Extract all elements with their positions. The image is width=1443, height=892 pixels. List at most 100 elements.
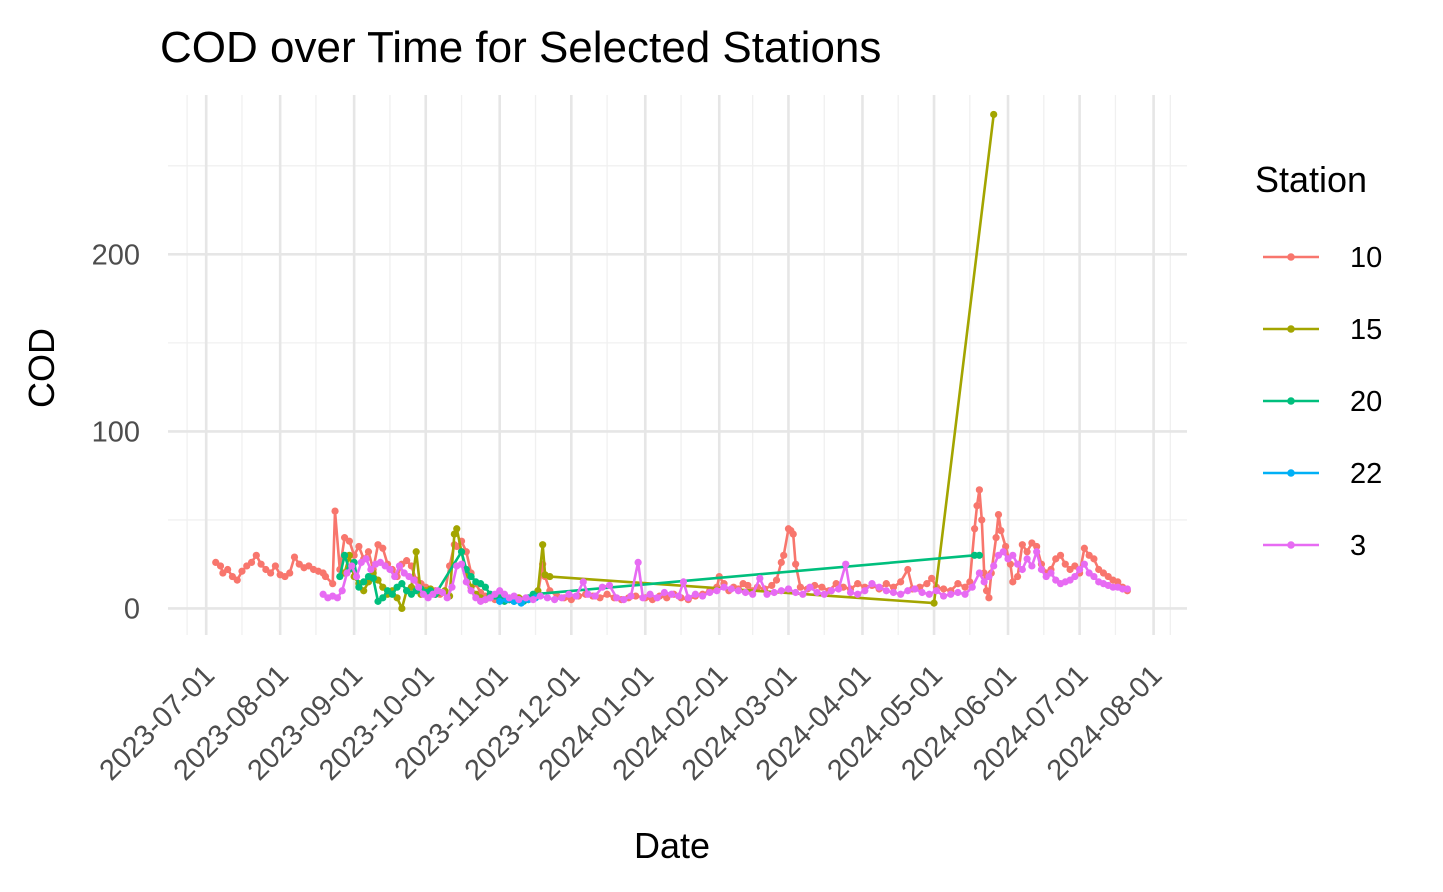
data-point (333, 594, 342, 602)
data-point (861, 587, 869, 595)
data-point (481, 583, 489, 591)
y-axis-tick-labels: 0 100 200 (92, 239, 140, 625)
data-point (975, 486, 983, 494)
data-point (1023, 555, 1031, 563)
data-point (882, 587, 890, 595)
data-point (386, 565, 394, 574)
data-point (928, 574, 936, 582)
data-point (233, 576, 241, 584)
data-point (646, 590, 654, 598)
data-point (930, 599, 938, 607)
data-point (336, 572, 344, 581)
data-point (768, 581, 776, 590)
data-point (224, 565, 232, 574)
data-point (620, 595, 628, 604)
data-point (252, 551, 260, 559)
data-point (546, 572, 554, 581)
data-point (820, 590, 828, 598)
data-point (536, 592, 544, 600)
y-tick-label: 100 (92, 416, 140, 448)
data-point (789, 530, 797, 538)
data-point (973, 502, 981, 510)
data-point (842, 560, 850, 568)
data-point (889, 583, 898, 591)
data-point (355, 542, 363, 551)
y-tick-label: 0 (124, 593, 140, 625)
data-point (961, 583, 969, 591)
data-point (868, 580, 876, 588)
data-point (932, 587, 941, 595)
legend-label: 22 (1350, 458, 1382, 490)
data-point (947, 590, 955, 598)
data-point (398, 604, 406, 613)
data-point (1013, 572, 1022, 581)
data-point (1080, 560, 1088, 568)
data-point (367, 565, 375, 574)
data-point (691, 590, 699, 598)
data-point (939, 592, 948, 600)
data-point (854, 590, 862, 598)
x-axis-tick-labels: 2023-07-012023-08-012023-09-012023-10-01… (94, 659, 1169, 787)
data-point (980, 578, 988, 586)
data-point (734, 587, 742, 595)
data-point (443, 594, 451, 602)
data-point (1018, 565, 1026, 574)
data-point (627, 592, 635, 600)
legend: 10 15 20 22 3 (1263, 242, 1382, 562)
data-point (438, 588, 447, 597)
data-point (990, 562, 998, 570)
data-point (584, 590, 592, 598)
data-point (321, 572, 330, 581)
legend-key-point (1287, 541, 1295, 549)
data-point (1018, 541, 1026, 549)
data-point (882, 580, 890, 588)
data-point (679, 578, 688, 586)
data-point (329, 580, 337, 588)
data-point (345, 537, 353, 545)
data-point (975, 551, 983, 559)
data-point (598, 583, 606, 591)
legend-label: 15 (1350, 314, 1382, 346)
data-point (660, 588, 668, 597)
data-point (603, 590, 611, 598)
data-point (990, 110, 998, 119)
data-point (770, 588, 778, 597)
data-point (1061, 560, 1069, 568)
data-point (529, 595, 537, 604)
legend-item-22: 22 (1263, 458, 1382, 490)
data-point (448, 583, 456, 591)
legend-label: 3 (1350, 530, 1366, 562)
data-point (1047, 569, 1055, 577)
data-point (985, 572, 993, 581)
data-point (216, 562, 225, 570)
data-point (395, 562, 404, 570)
data-point (286, 569, 294, 577)
data-point (550, 595, 559, 604)
data-point (379, 544, 387, 552)
data-point (467, 572, 475, 581)
data-point (267, 569, 275, 577)
data-point (271, 562, 279, 570)
data-point (939, 585, 948, 593)
series-line-15 (343, 114, 995, 610)
data-point (579, 578, 587, 586)
data-point (539, 541, 547, 549)
data-point (727, 585, 735, 593)
data-point (257, 560, 265, 568)
data-point (467, 587, 475, 595)
data-point (978, 516, 986, 524)
data-point (756, 574, 764, 582)
data-point (772, 576, 781, 584)
data-point (653, 594, 661, 602)
legend-key-point (1287, 469, 1295, 477)
data-point (1123, 585, 1131, 593)
data-point (904, 565, 912, 574)
y-axis-title: COD (21, 328, 62, 408)
data-point (854, 580, 862, 588)
data-point (925, 590, 933, 598)
x-axis-title: Date (634, 825, 710, 866)
data-point (741, 588, 750, 597)
legend-key-point (1287, 253, 1295, 261)
legend-key-point (1287, 325, 1295, 333)
